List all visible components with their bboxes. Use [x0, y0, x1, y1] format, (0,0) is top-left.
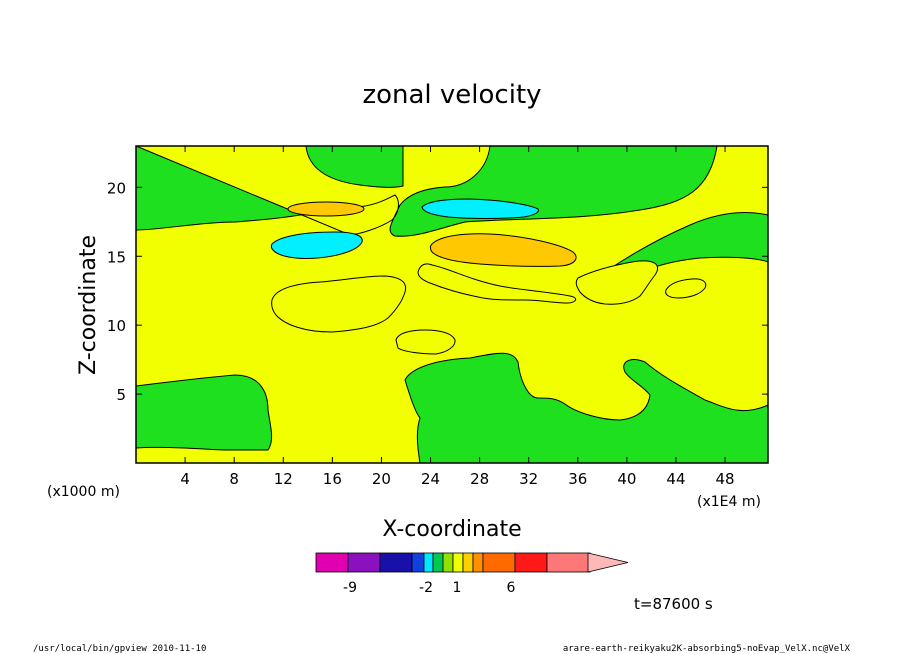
x-ticks: 4 8 12 16 20 24 28 32 36 40 44 48	[180, 146, 735, 488]
colorbar	[315, 552, 629, 573]
orange-blob-upper	[287, 201, 365, 217]
yellow-lower-right	[575, 260, 659, 305]
footer-right: arare-earth-reikyaku2K-absorbing5-noEvap…	[563, 644, 851, 654]
cyan-regions	[270, 198, 539, 259]
chart-title: zonal velocity	[362, 80, 541, 110]
colorbar-cell	[472, 552, 484, 573]
colorbar-cell	[442, 552, 454, 573]
x-tick-label: 40	[617, 470, 636, 488]
orange-blob-center	[430, 233, 577, 267]
yellow-mid-blob	[271, 275, 407, 333]
x-tick-label: 24	[421, 470, 440, 488]
colorbar-cell	[462, 552, 474, 573]
y-ticks: 5 10 15 20	[107, 179, 768, 404]
colorbar-tick-label: -2	[419, 580, 433, 596]
x-tick-label: 4	[180, 470, 190, 488]
y-tick-label: 20	[107, 179, 126, 197]
colorbar-cell	[347, 552, 381, 573]
colorbar-cell	[452, 552, 464, 573]
y-axis-label: Z-coordinate	[76, 235, 101, 375]
colorbar-cell	[423, 552, 434, 573]
x-tick-label: 32	[519, 470, 538, 488]
x-tick-label: 20	[372, 470, 391, 488]
x-tick-label: 28	[470, 470, 489, 488]
x-tick-label: 16	[323, 470, 342, 488]
colorbar-tick-label: 6	[507, 580, 516, 596]
colorbar-cell	[514, 552, 548, 573]
plot-frame	[135, 145, 769, 464]
time-label: t=87600 s	[634, 595, 713, 613]
x-unit-right: (x1E4 m)	[697, 494, 761, 510]
colorbar-cell	[411, 552, 425, 573]
x-tick-label: 12	[274, 470, 293, 488]
colorbar-tick-label: -9	[343, 580, 357, 596]
yellow-small-blob	[395, 329, 456, 355]
colorbar-labels: -9 -2 1 6	[343, 580, 516, 596]
colorbar-arrow	[587, 552, 629, 573]
cyan-blob-right	[421, 198, 539, 219]
x-tick-label: 8	[229, 470, 239, 488]
footer-left: /usr/local/bin/gpview 2010-11-10	[33, 644, 206, 654]
colorbar-cell	[482, 552, 516, 573]
yellow-right-region	[417, 263, 577, 304]
cyan-blob-left	[270, 231, 363, 259]
yellow-regions	[135, 145, 769, 464]
y-tick-label: 10	[107, 317, 126, 335]
yellow-right-island	[665, 278, 707, 299]
colorbar-cell	[432, 552, 444, 573]
x-unit-left: (x1000 m)	[47, 484, 120, 500]
y-tick-label: 15	[107, 248, 126, 266]
x-tick-label: 36	[568, 470, 587, 488]
colorbar-cell	[379, 552, 413, 573]
orange-regions	[287, 201, 577, 267]
x-tick-label: 48	[716, 470, 735, 488]
colorbar-cell	[315, 552, 349, 573]
colorbar-tick-label: 1	[453, 580, 462, 596]
x-tick-label: 44	[666, 470, 685, 488]
x-axis-label: X-coordinate	[382, 517, 521, 542]
y-tick-label: 5	[116, 386, 126, 404]
colorbar-cell	[546, 552, 591, 573]
